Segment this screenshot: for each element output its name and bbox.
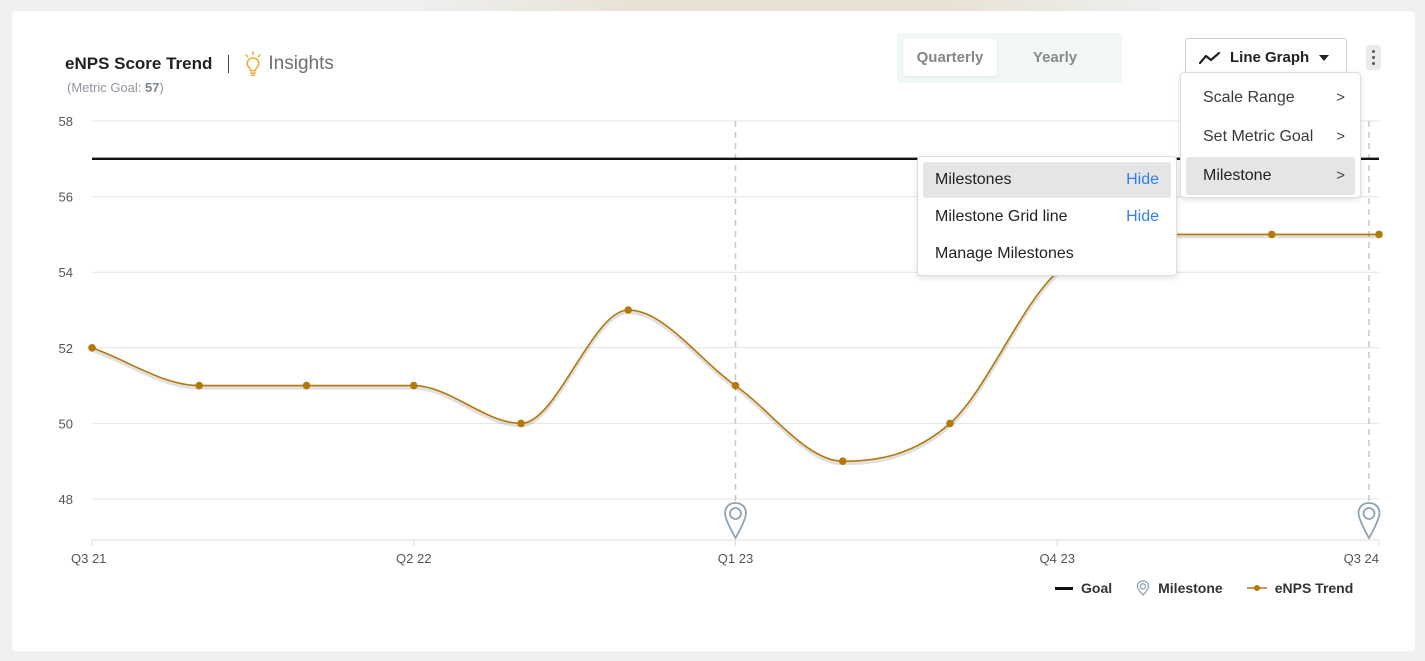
trend-point [195,381,204,390]
menu-label: Scale Range [1203,89,1295,106]
chevron-right-icon: > [1336,128,1345,145]
legend-trend: eNPS Trend [1246,580,1354,596]
milestone-submenu: Milestones Hide Milestone Grid line Hide… [917,156,1177,276]
x-tick-label: Q3 24 [1344,551,1379,566]
goal-line-swatch [1055,586,1073,590]
submenu-label: Milestone Grid line [935,208,1068,225]
legend-milestone-label: Milestone [1158,580,1223,596]
hide-gridline-link[interactable]: Hide [1126,208,1159,225]
trend-point [838,457,847,466]
trend-line-swatch [1246,585,1267,591]
hide-milestones-link[interactable]: Hide [1126,171,1159,188]
y-tick-label: 58 [59,114,73,129]
goal-prefix: (Metric Goal: [67,80,146,95]
x-tick-label: Q4 23 [1040,551,1075,566]
y-tick-label: 56 [59,190,73,205]
legend-goal-label: Goal [1081,580,1113,596]
chart-title: eNPS Score Trend [65,54,213,73]
trend-point [731,381,740,390]
graph-type-dropdown[interactable]: Line Graph [1185,38,1347,77]
title-row: eNPS Score Trend Insights [65,51,334,77]
trend-point [409,381,418,390]
trend-point [946,419,954,428]
trend-point [1375,230,1383,239]
legend-milestone: Milestone [1136,580,1223,596]
y-tick-label: 50 [59,416,73,431]
submenu-item-milestones[interactable]: Milestones Hide [923,162,1171,198]
x-tick-label: Q1 23 [718,551,753,566]
quarterly-tab[interactable]: Quarterly [903,39,997,76]
metric-goal-note: (Metric Goal: 57) [67,80,164,95]
chart-legend: Goal Milestone eNPS Trend [1055,580,1353,596]
trend-point [88,344,96,352]
y-tick-label: 52 [59,341,73,356]
title-separator [228,55,230,73]
menu-item-milestone[interactable]: Milestone > [1186,157,1355,195]
submenu-item-manage-milestones[interactable]: Manage Milestones [923,236,1171,272]
graph-type-label: Line Graph [1230,49,1310,66]
legend-trend-label: eNPS Trend [1274,580,1354,596]
period-toggle: Quarterly Yearly [897,33,1122,83]
options-menu: Scale Range > Set Metric Goal > Mileston… [1180,72,1361,198]
more-options-icon[interactable] [1366,45,1381,70]
menu-item-scale-range[interactable]: Scale Range > [1186,79,1355,117]
y-tick-label: 48 [59,492,73,507]
chevron-right-icon: > [1336,89,1345,106]
x-tick-label: Q3 21 [71,551,106,566]
chevron-right-icon: > [1336,167,1345,184]
yearly-tab[interactable]: Yearly [1032,49,1078,66]
goal-value: 57 [145,80,160,95]
submenu-label: Manage Milestones [935,245,1074,262]
submenu-label: Milestones [935,171,1012,188]
insights-link[interactable]: Insights [243,51,334,77]
top-glow [420,0,1160,12]
trend-point [1267,230,1276,239]
legend-goal: Goal [1055,580,1112,596]
lightbulb-icon [245,51,262,77]
insights-label: Insights [268,53,334,74]
trend-point [517,419,525,428]
milestone-pin-icon [1136,580,1150,596]
trend-point [302,381,311,390]
menu-label: Set Metric Goal [1203,128,1314,145]
goal-suffix: ) [159,80,164,95]
x-tick-label: Q2 22 [396,551,431,566]
line-graph-icon [1199,51,1221,64]
menu-label: Milestone [1203,167,1272,184]
y-tick-label: 54 [59,265,73,280]
milestone-pin-icon[interactable] [724,502,747,540]
milestone-pin-icon[interactable] [1357,502,1381,540]
trend-point [624,306,633,314]
chevron-down-icon [1319,54,1330,61]
menu-item-set-metric-goal[interactable]: Set Metric Goal > [1186,118,1355,156]
submenu-item-milestone-gridline[interactable]: Milestone Grid line Hide [923,199,1171,235]
